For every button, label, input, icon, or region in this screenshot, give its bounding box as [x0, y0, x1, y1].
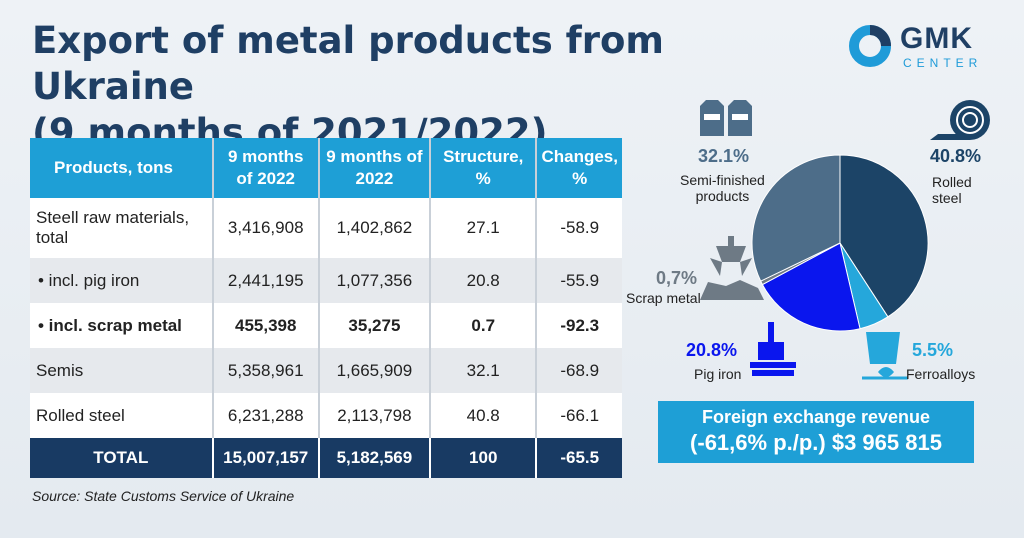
header-structure: Structure, %: [428, 138, 537, 198]
revenue-value: (-61,6% p./p.) $3 965 815: [690, 430, 942, 455]
table-total-row: TOTAL 15,007,157 5,182,569 100 -65.5: [30, 438, 622, 478]
ferroalloys-icon: [862, 332, 908, 380]
export-table: Products, tons 9 months of 2022 9 months…: [30, 138, 622, 478]
cell-total-value: 5,182,569: [317, 438, 430, 478]
ferro-label: Ferroalloys: [906, 366, 976, 382]
cell-value: -66.1: [535, 393, 622, 438]
cell-total-label: TOTAL: [30, 438, 213, 478]
cell-product: • incl. scrap metal: [30, 303, 213, 348]
scrap-metal-icon: [700, 236, 764, 300]
cell-value: 32.1: [428, 348, 537, 393]
semi-label: Semi-finished products: [680, 172, 765, 204]
pie-chart: [751, 154, 929, 332]
rolled-label: Rolled steel: [932, 174, 972, 206]
pig-label: Pig iron: [694, 366, 742, 382]
table-row: Rolled steel 6,231,288 2,113,798 40.8 -6…: [30, 393, 622, 438]
cell-total-value: 15,007,157: [211, 438, 319, 478]
revenue-box: Foreign exchange revenue (-61,6% p./p.) …: [658, 401, 974, 463]
cell-value: -68.9: [535, 348, 622, 393]
cell-value: 1,665,909: [317, 348, 430, 393]
logo-subtitle: CENTER: [903, 56, 983, 70]
table-row: Semis 5,358,961 1,665,909 32.1 -68.9: [30, 348, 622, 393]
table-row: • incl. scrap metal 455,398 35,275 0.7 -…: [30, 303, 622, 348]
logo-ring-icon: [849, 25, 891, 67]
cell-value: 27.1: [428, 198, 537, 258]
cell-value: 2,441,195: [211, 258, 319, 303]
table-row: Steell raw materials, total 3,416,908 1,…: [30, 198, 622, 258]
cell-product: Steell raw materials, total: [30, 198, 213, 258]
logo-name: GMK: [900, 22, 973, 55]
cell-value: 40.8: [428, 393, 537, 438]
header-col-2: 9 months of 2022: [317, 138, 430, 198]
table-row: • incl. pig iron 2,441,195 1,077,356 20.…: [30, 258, 622, 303]
cell-total-value: -65.5: [535, 438, 622, 478]
header-col-1: 9 months of 2022: [211, 138, 319, 198]
gmk-logo: GMK CENTER: [848, 22, 998, 72]
cell-product: Rolled steel: [30, 393, 213, 438]
scrap-label: Scrap metal: [626, 290, 701, 306]
cell-value: 1,402,862: [317, 198, 430, 258]
cell-value: -58.9: [535, 198, 622, 258]
rolled-label-line2: steel: [932, 190, 962, 206]
cell-value: 6,231,288: [211, 393, 319, 438]
cell-total-value: 100: [428, 438, 537, 478]
pie-slice-semi-finished-products: [751, 154, 841, 282]
ferro-pct: 5.5%: [912, 340, 954, 360]
cell-value: 0.7: [428, 303, 537, 348]
rolled-pct: 40.8%: [930, 146, 982, 166]
cell-product: • incl. pig iron: [30, 258, 213, 303]
cell-value: 2,113,798: [317, 393, 430, 438]
pig-pct: 20.8%: [686, 340, 738, 360]
cell-value: 5,358,961: [211, 348, 319, 393]
semi-label-line1: Semi-finished: [680, 172, 765, 188]
cell-value: 1,077,356: [317, 258, 430, 303]
pie-slice-pig-iron: [761, 242, 861, 332]
source-note: Source: State Customs Service of Ukraine: [32, 488, 295, 504]
cell-value: 455,398: [211, 303, 319, 348]
semi-finished-icon: [700, 100, 752, 136]
revenue-title: Foreign exchange revenue: [701, 407, 931, 427]
cell-value: 35,275: [317, 303, 430, 348]
table-header-row: Products, tons 9 months of 2022 9 months…: [30, 138, 622, 198]
cell-value: 3,416,908: [211, 198, 319, 258]
scrap-pct: 0,7%: [656, 268, 698, 288]
title-line-1: Export of metal products from Ukraine: [32, 19, 664, 108]
cell-value: 20.8: [428, 258, 537, 303]
semi-pct: 32.1%: [698, 146, 750, 166]
rolled-steel-icon: [930, 100, 990, 140]
header-products: Products, tons: [30, 138, 213, 198]
pig-iron-icon: [750, 322, 796, 376]
rolled-label-line1: Rolled: [932, 174, 972, 190]
cell-value: -92.3: [535, 303, 622, 348]
header-changes: Changes, %: [535, 138, 622, 198]
cell-value: -55.9: [535, 258, 622, 303]
semi-label-line2: products: [695, 188, 750, 204]
cell-product: Semis: [30, 348, 213, 393]
